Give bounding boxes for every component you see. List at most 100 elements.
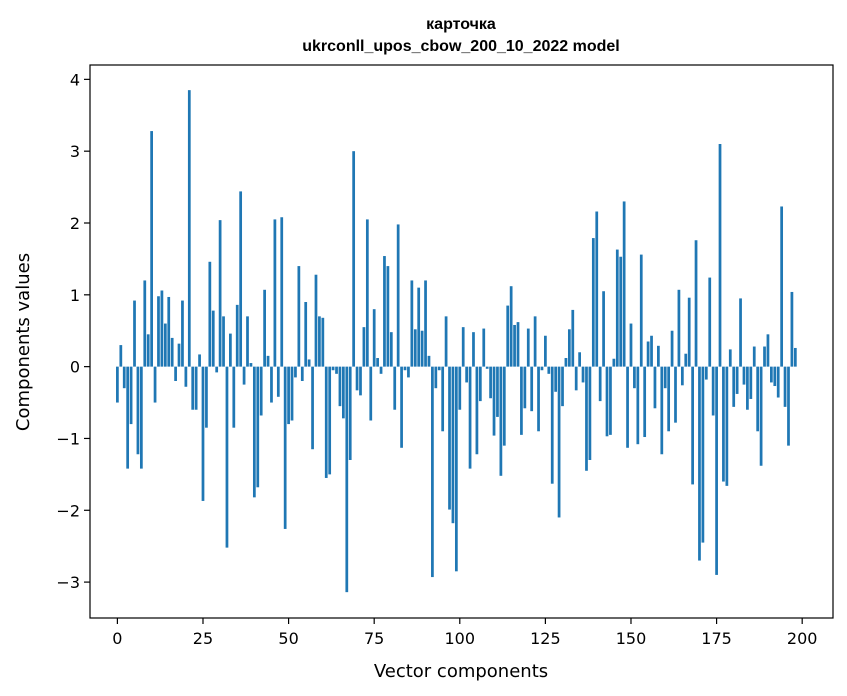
- bar: [605, 366, 609, 437]
- bar: [718, 144, 722, 367]
- bar: [235, 304, 239, 367]
- bar: [756, 366, 760, 432]
- bar: [153, 366, 157, 403]
- bar: [746, 366, 749, 410]
- bar: [465, 366, 469, 383]
- bar: [259, 366, 263, 416]
- x-tick-label: 0: [112, 629, 122, 648]
- bar: [417, 287, 421, 367]
- bar: [215, 366, 219, 373]
- bar: [766, 334, 770, 367]
- bar: [567, 329, 571, 367]
- chart-title: карточка: [426, 16, 496, 33]
- bar: [667, 366, 671, 432]
- bar: [698, 366, 701, 561]
- x-tick-label: 125: [530, 629, 561, 648]
- bar: [663, 366, 667, 389]
- bar: [578, 352, 581, 367]
- bar: [537, 366, 540, 432]
- bar: [783, 366, 787, 407]
- bar: [342, 366, 345, 419]
- bar: [239, 191, 243, 367]
- bar: [780, 206, 784, 367]
- bar: [413, 329, 417, 367]
- bar: [437, 366, 441, 371]
- bar: [704, 366, 708, 380]
- x-tick-label: 200: [787, 629, 818, 648]
- bar: [626, 366, 629, 448]
- y-tick-label: 4: [70, 70, 80, 89]
- bar: [139, 366, 143, 469]
- bar: [407, 366, 410, 378]
- bar: [776, 366, 780, 398]
- bar: [571, 309, 575, 367]
- bar: [564, 358, 568, 367]
- bar: [143, 280, 147, 367]
- y-tick-label: 0: [70, 358, 80, 377]
- bar: [273, 219, 277, 367]
- bar: [660, 366, 664, 455]
- bar: [232, 366, 236, 428]
- bar: [369, 366, 373, 421]
- bar: [287, 366, 290, 425]
- bar: [591, 238, 595, 367]
- bar: [492, 366, 496, 436]
- bar: [191, 366, 195, 410]
- bar: [482, 328, 486, 367]
- bar: [304, 302, 308, 367]
- bar: [160, 290, 164, 367]
- bar: [328, 366, 332, 475]
- bar: [770, 366, 773, 383]
- bar: [441, 366, 445, 432]
- bar: [434, 366, 438, 389]
- x-tick-label: 50: [278, 629, 298, 648]
- bar: [763, 346, 766, 367]
- bar: [205, 366, 208, 428]
- x-tick-label: 175: [701, 629, 732, 648]
- bar: [345, 366, 349, 593]
- bar: [297, 266, 301, 367]
- bar: [372, 309, 376, 367]
- x-tick-label: 100: [445, 629, 476, 648]
- bar: [485, 366, 489, 369]
- bar: [728, 349, 732, 367]
- bar: [376, 358, 379, 367]
- bar: [396, 224, 400, 367]
- bar: [400, 366, 403, 448]
- bar: [242, 366, 246, 385]
- bar: [574, 366, 578, 391]
- bar: [643, 366, 647, 438]
- y-tick-label: 2: [70, 214, 80, 233]
- bar: [280, 217, 284, 367]
- bar: [126, 366, 130, 469]
- bar: [615, 249, 619, 367]
- bar: [300, 366, 304, 381]
- bar: [629, 323, 633, 367]
- bar: [499, 366, 503, 476]
- bar: [321, 317, 325, 367]
- bar: [201, 366, 205, 501]
- x-tick-label: 25: [193, 629, 213, 648]
- bar: [674, 366, 677, 423]
- bar: [311, 366, 314, 450]
- x-axis-label: Vector components: [374, 661, 548, 682]
- bar: [451, 366, 455, 524]
- bar: [684, 353, 688, 367]
- y-tick-label: −2: [56, 501, 80, 520]
- bar: [722, 366, 725, 482]
- bar: [478, 366, 482, 402]
- bar: [263, 289, 266, 367]
- bar: [211, 310, 215, 367]
- bar: [715, 366, 718, 575]
- bar: [561, 366, 564, 407]
- bar: [619, 256, 623, 367]
- y-axis-label: Components values: [13, 253, 34, 431]
- bar: [194, 366, 198, 410]
- y-tick-label: 3: [70, 142, 80, 161]
- bar: [540, 366, 544, 371]
- bar: [383, 256, 386, 367]
- bar: [646, 341, 650, 367]
- y-tick-label: −3: [56, 573, 80, 592]
- bar: [468, 366, 472, 469]
